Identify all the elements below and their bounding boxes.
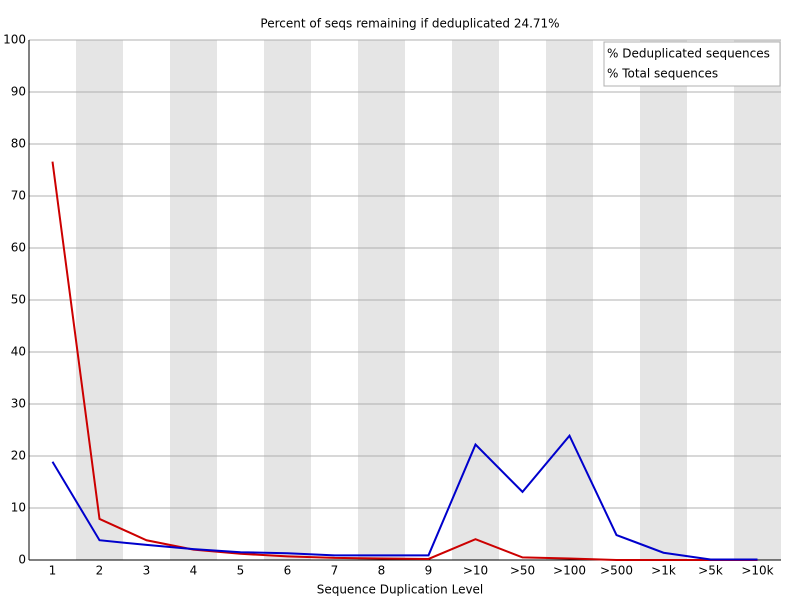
- x-tick-label: >1k: [651, 564, 676, 578]
- x-tick-label: >100: [553, 564, 586, 578]
- x-tick-label: 2: [96, 564, 104, 578]
- y-tick-label: 70: [11, 189, 26, 203]
- x-tick-label: >500: [600, 564, 633, 578]
- y-tick-label: 60: [11, 241, 26, 255]
- x-tick-label: 8: [378, 564, 386, 578]
- x-tick-label: >10k: [741, 564, 773, 578]
- x-axis-label: Sequence Duplication Level: [317, 583, 484, 597]
- legend-box: [603, 41, 781, 87]
- legend-entry: % Total sequences: [607, 67, 718, 81]
- legend-entry: % Deduplicated sequences: [607, 47, 770, 61]
- series-line: [51, 161, 758, 561]
- y-tick-label: 40: [11, 345, 26, 359]
- y-tick-label: 80: [11, 137, 26, 151]
- y-tick-label: 90: [11, 85, 26, 99]
- y-tick-label: 10: [11, 501, 26, 515]
- y-tick-label: 30: [11, 397, 26, 411]
- chart-title: Percent of seqs remaining if deduplicate…: [260, 17, 559, 31]
- x-tick-label: 9: [425, 564, 433, 578]
- y-tick-label: 0: [18, 553, 26, 567]
- x-tick-label: 3: [143, 564, 151, 578]
- y-tick-label: 100: [3, 33, 26, 47]
- x-tick-label: 6: [284, 564, 292, 578]
- x-tick-label: >50: [510, 564, 535, 578]
- y-tick-label: 50: [11, 293, 26, 307]
- x-tick-label: 7: [331, 564, 339, 578]
- y-tick-label: 20: [11, 449, 26, 463]
- x-tick-label: >10: [463, 564, 488, 578]
- x-tick-label: 5: [237, 564, 245, 578]
- x-tick-label: >5k: [698, 564, 723, 578]
- series-line: [51, 433, 758, 561]
- x-tick-label: 1: [49, 564, 57, 578]
- x-tick-label: 4: [190, 564, 198, 578]
